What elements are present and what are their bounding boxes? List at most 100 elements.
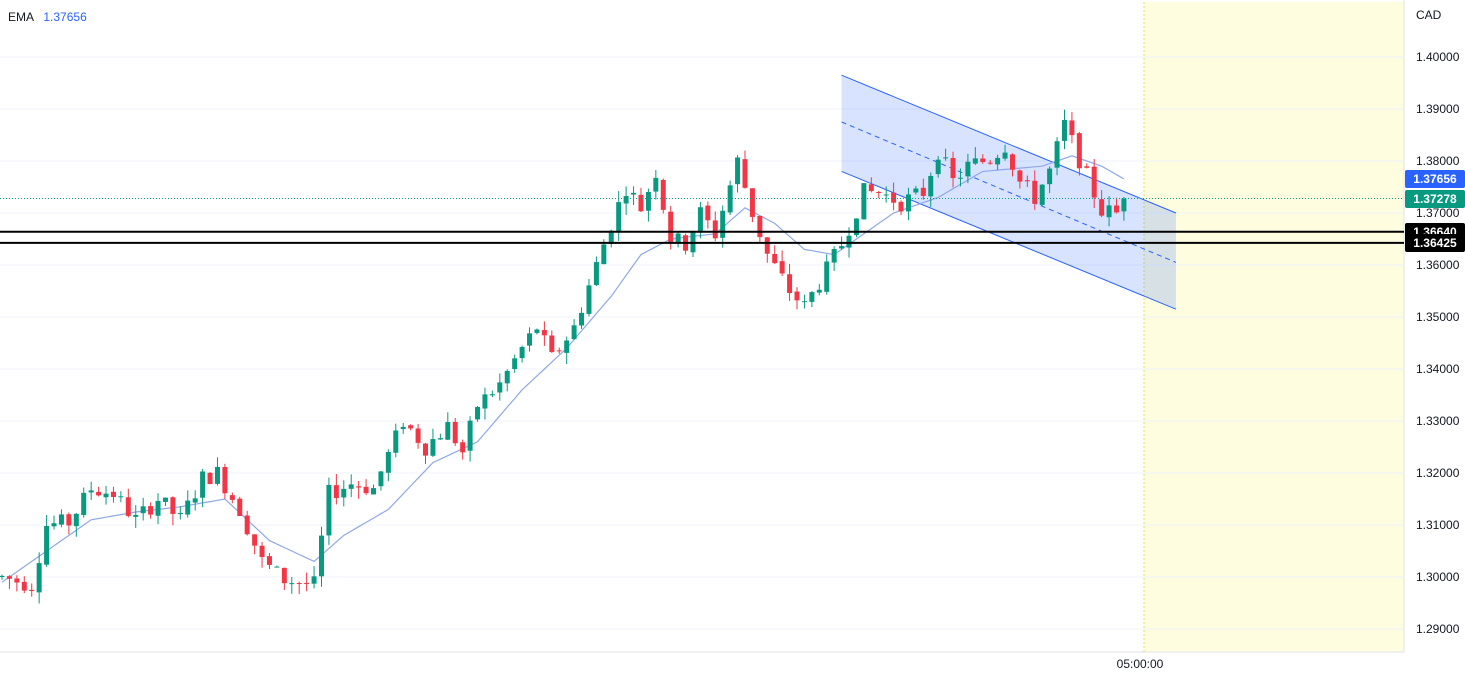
price-tag[interactable]: 1.36425 (1405, 233, 1465, 252)
candle (631, 186, 637, 206)
candle (549, 330, 555, 353)
candle-body (660, 179, 666, 210)
time-axis-label: 05:00:00 (1116, 657, 1164, 671)
price-tick-label: 1.29000 (1416, 622, 1460, 636)
candle (898, 200, 904, 216)
candle (415, 423, 421, 449)
candle-body (995, 157, 1001, 165)
candle (653, 170, 659, 200)
candle-body (58, 514, 64, 525)
candle (482, 387, 488, 420)
candle-body (608, 230, 614, 244)
price-tag[interactable]: 1.37656 (1405, 169, 1465, 188)
channel-lower-line (841, 170, 1177, 310)
candle (96, 486, 102, 497)
ema-legend-name: EMA (8, 10, 35, 24)
candle (497, 373, 503, 401)
candle (876, 190, 882, 199)
candle-body (103, 493, 109, 498)
candle (408, 424, 414, 431)
candle-body (898, 201, 904, 212)
candle-body (452, 421, 458, 444)
candle (1114, 197, 1119, 214)
candle (972, 147, 978, 165)
candles-group (0, 109, 1127, 604)
candle (1091, 159, 1097, 209)
candle-body (445, 422, 451, 440)
candle-body (809, 292, 815, 302)
ema-legend[interactable]: EMA 1.37656 (8, 10, 87, 24)
candle (14, 575, 20, 592)
candle (727, 180, 733, 215)
candle (318, 526, 324, 587)
candle (957, 168, 963, 187)
candle (527, 327, 533, 352)
candle (341, 480, 347, 507)
candle (222, 463, 228, 499)
candle (541, 321, 547, 346)
candle-body (616, 202, 622, 231)
candle (363, 479, 369, 496)
candle-body (1076, 133, 1082, 169)
candle (467, 416, 473, 462)
channel-upper-line (841, 74, 1177, 214)
candle-body (1061, 120, 1067, 141)
candle-body (148, 506, 154, 515)
candle (88, 481, 94, 500)
candle (21, 576, 27, 594)
candle-body (36, 563, 42, 593)
candle (1039, 183, 1045, 207)
candle (393, 423, 399, 458)
candle-body (21, 581, 27, 591)
candle-body (311, 576, 317, 584)
candle-body (0, 575, 5, 578)
candle (58, 509, 64, 528)
price-tick-label: 1.36000 (1416, 258, 1460, 272)
candle (749, 188, 755, 223)
candle-body (787, 274, 793, 294)
candle-body (29, 589, 35, 592)
candle-body (943, 157, 949, 159)
price-tag[interactable]: 1.37278 (1405, 189, 1465, 208)
candle-body (437, 438, 443, 440)
candle (155, 493, 161, 525)
candle-body (430, 439, 436, 456)
price-tick-label: 1.40000 (1416, 50, 1460, 64)
candle-body (868, 184, 874, 192)
candle-body (266, 556, 272, 565)
candle (586, 278, 592, 317)
candle (266, 553, 272, 570)
candle-body (96, 491, 102, 496)
candle (214, 457, 220, 486)
candle (883, 186, 889, 203)
candle (1002, 144, 1008, 161)
candle-body (668, 211, 674, 244)
candle (66, 512, 72, 535)
candle (853, 218, 859, 238)
candle (356, 480, 362, 499)
candle-body (296, 583, 302, 585)
candle (831, 246, 837, 271)
candle (571, 319, 577, 340)
candle-body (645, 191, 651, 211)
candle (534, 328, 540, 335)
candle-body (1024, 180, 1030, 182)
candle (333, 474, 339, 505)
candle-body (1009, 154, 1015, 170)
candle-body (177, 513, 183, 515)
ema-legend-value: 1.37656 (43, 10, 87, 24)
candle (512, 354, 518, 373)
candle-body (623, 196, 629, 204)
candle (73, 512, 79, 537)
candle (430, 428, 436, 457)
candle-body (764, 237, 770, 254)
candle-body (467, 420, 473, 451)
candle-body (1106, 205, 1112, 218)
candle (1054, 137, 1060, 176)
price-tick-label: 1.31000 (1416, 518, 1460, 532)
candle-body (564, 340, 570, 353)
candle-body (1054, 141, 1060, 168)
candle (987, 159, 993, 165)
candle (638, 187, 644, 212)
